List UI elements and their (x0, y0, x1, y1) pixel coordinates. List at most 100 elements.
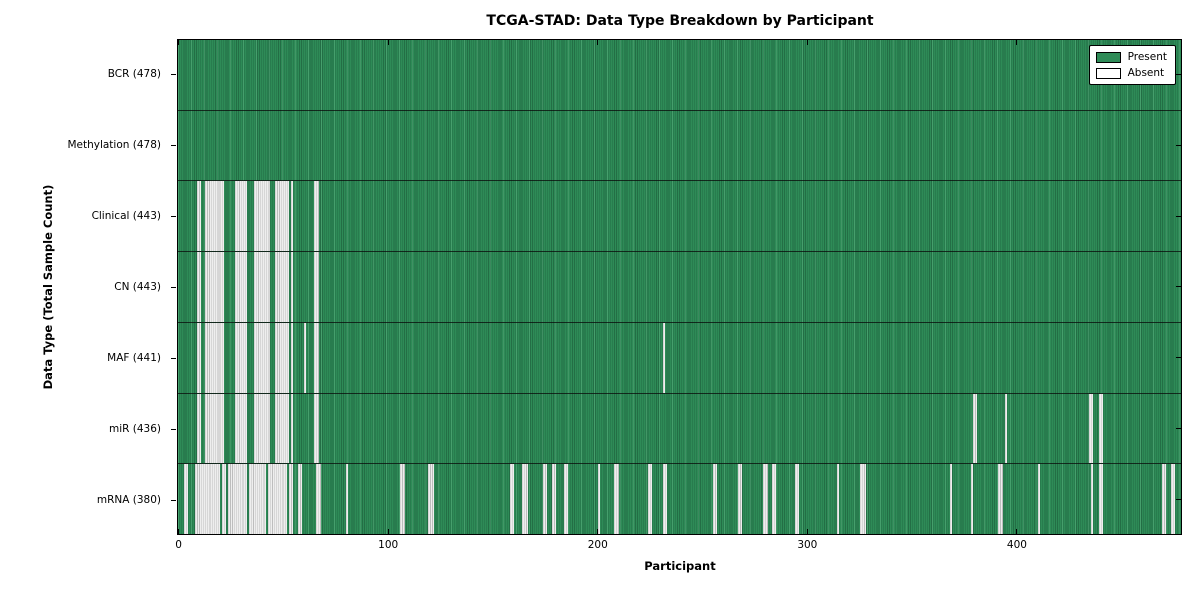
absent-stripe (268, 464, 288, 535)
absent-stripe (314, 252, 319, 322)
chart-title: TCGA-STAD: Data Type Breakdown by Partic… (486, 13, 874, 29)
absent-stripe (597, 464, 600, 535)
absent-stripe (662, 464, 667, 535)
heatmap-rows (178, 40, 1181, 535)
absent-stripe (998, 464, 1003, 535)
row-MAF (178, 321, 1181, 393)
y-axis-label: Data Type (Total Sample Count) (41, 184, 55, 390)
y-tick-mark (171, 499, 176, 501)
absent-stripe (614, 464, 619, 535)
y-tick-mark (171, 216, 176, 218)
absent-stripe (662, 322, 665, 393)
absent-stripe (1099, 464, 1104, 535)
absent-stripe (314, 322, 319, 393)
absent-stripe (551, 464, 556, 535)
absent-stripe (291, 322, 294, 393)
absent-stripe (253, 181, 271, 252)
absent-stripe (228, 464, 248, 535)
absent-stripe (522, 464, 529, 535)
absent-stripe (234, 322, 248, 393)
legend-entry-present: Present (1095, 51, 1167, 63)
absent-stripe (196, 181, 202, 252)
absent-stripe (1038, 464, 1041, 535)
x-axis-label: Participant (644, 559, 716, 573)
absent-stripe (971, 464, 974, 535)
y-tick-label: miR (436) (108, 422, 161, 435)
absent-swatch (1095, 67, 1121, 79)
absent-stripe (196, 393, 202, 464)
absent-stripe (249, 464, 267, 535)
absent-stripe (291, 393, 294, 464)
absent-stripe (1088, 393, 1093, 464)
y-tick-label: MAF (441) (107, 351, 161, 364)
absent-stripe (1004, 393, 1007, 464)
absent-stripe (794, 464, 800, 535)
absent-stripe (274, 322, 290, 393)
x-tick-label: 100 (378, 539, 399, 551)
absent-stripe (509, 464, 514, 535)
absent-stripe (763, 464, 768, 535)
absent-stripe (1090, 464, 1093, 535)
absent-stripe (274, 252, 290, 322)
absent-stripe (184, 464, 189, 535)
absent-stripe (345, 464, 348, 535)
absent-stripe (222, 464, 227, 535)
y-tick-label: Methylation (478) (67, 139, 161, 152)
absent-stripe (950, 464, 953, 535)
row-mRNA (178, 463, 1181, 535)
absent-stripe (564, 464, 569, 535)
absent-stripe (194, 464, 220, 535)
absent-stripe (196, 252, 202, 322)
absent-stripe (253, 252, 271, 322)
absent-stripe (303, 322, 306, 393)
y-tick-mark (171, 428, 176, 430)
absent-stripe (314, 181, 319, 252)
row-miR (178, 392, 1181, 464)
absent-stripe (234, 181, 248, 252)
absent-stripe (400, 464, 405, 535)
absent-stripe (648, 464, 653, 535)
plot-area: Present Absent (177, 39, 1182, 535)
y-tick-label: Clinical (443) (91, 210, 161, 223)
absent-stripe (291, 252, 294, 322)
y-tick-label: mRNA (380) (96, 493, 161, 506)
absent-stripe (289, 464, 294, 535)
absent-stripe (234, 393, 248, 464)
absent-stripe (274, 393, 290, 464)
absent-stripe (859, 464, 867, 535)
absent-stripe (713, 464, 718, 535)
absent-stripe (1170, 464, 1175, 535)
absent-stripe (1099, 393, 1104, 464)
absent-stripe (314, 393, 319, 464)
y-tick-label: BCR (478) (107, 68, 161, 81)
x-tick-label: 0 (175, 539, 182, 551)
absent-stripe (205, 181, 225, 252)
y-tick-mark (171, 74, 176, 76)
present-swatch (1095, 51, 1121, 63)
absent-stripe (274, 181, 290, 252)
x-tick-label: 200 (587, 539, 608, 551)
absent-stripe (253, 393, 271, 464)
absent-stripe (543, 464, 548, 535)
absent-stripe (205, 322, 225, 393)
x-tick-label: 300 (797, 539, 818, 551)
absent-stripe (1162, 464, 1167, 535)
absent-stripe (836, 464, 839, 535)
absent-stripe (253, 322, 271, 393)
row-Methylation (178, 109, 1181, 181)
legend-present-label: Present (1127, 51, 1167, 63)
absent-stripe (297, 464, 302, 535)
legend-entry-absent: Absent (1095, 67, 1167, 79)
absent-stripe (316, 464, 321, 535)
legend-absent-label: Absent (1127, 67, 1165, 79)
y-tick-mark (171, 145, 176, 147)
x-tick-label: 400 (1006, 539, 1027, 551)
row-BCR (178, 40, 1181, 110)
absent-stripe (196, 322, 202, 393)
absent-stripe (973, 393, 978, 464)
absent-stripe (771, 464, 776, 535)
absent-stripe (234, 252, 248, 322)
y-tick-mark (171, 287, 176, 288)
legend: Present Absent (1088, 45, 1176, 85)
